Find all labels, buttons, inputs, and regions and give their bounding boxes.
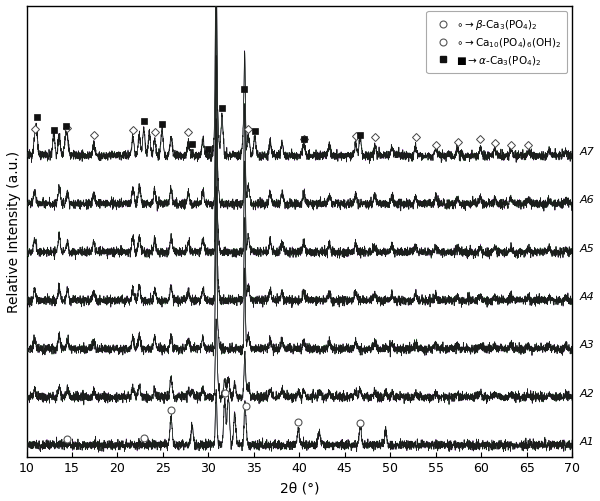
Y-axis label: Relative Intensity (a.u.): Relative Intensity (a.u.) [7, 151, 21, 313]
Legend: $\circ$$\rightarrow$$\beta$-Ca$_3$(PO$_4$)$_2$, $\circ$$\rightarrow$Ca$_{10}$(PO: $\circ$$\rightarrow$$\beta$-Ca$_3$(PO$_4… [427, 12, 567, 74]
Text: A6: A6 [580, 195, 594, 205]
Text: A2: A2 [580, 388, 594, 398]
Text: A4: A4 [580, 292, 594, 302]
X-axis label: 2θ (°): 2θ (°) [280, 480, 319, 494]
Text: A3: A3 [580, 340, 594, 350]
Text: A5: A5 [580, 243, 594, 254]
Text: A1: A1 [580, 436, 594, 446]
Text: A7: A7 [580, 147, 594, 157]
